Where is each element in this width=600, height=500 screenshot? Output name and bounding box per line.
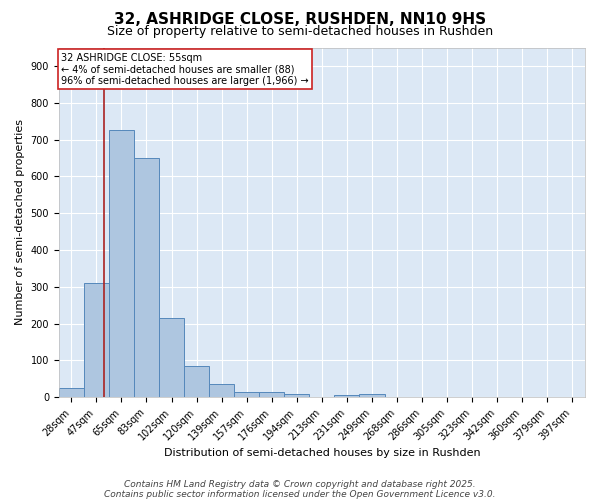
Text: Contains HM Land Registry data © Crown copyright and database right 2025.: Contains HM Land Registry data © Crown c…	[124, 480, 476, 489]
Bar	[209, 384, 234, 398]
Bar	[259, 392, 284, 398]
Y-axis label: Number of semi-detached properties: Number of semi-detached properties	[15, 120, 25, 326]
Bar	[234, 392, 259, 398]
Text: Size of property relative to semi-detached houses in Rushden: Size of property relative to semi-detach…	[107, 25, 493, 38]
Bar	[84, 283, 109, 398]
Text: 32 ASHRIDGE CLOSE: 55sqm
← 4% of semi-detached houses are smaller (88)
96% of se: 32 ASHRIDGE CLOSE: 55sqm ← 4% of semi-de…	[61, 52, 309, 86]
Bar	[359, 394, 385, 398]
Bar	[134, 158, 159, 398]
Bar	[109, 130, 134, 398]
Bar	[59, 388, 84, 398]
Text: 32, ASHRIDGE CLOSE, RUSHDEN, NN10 9HS: 32, ASHRIDGE CLOSE, RUSHDEN, NN10 9HS	[114, 12, 486, 28]
Bar	[284, 394, 310, 398]
Bar	[159, 318, 184, 398]
Bar	[184, 366, 209, 398]
Text: Contains public sector information licensed under the Open Government Licence v3: Contains public sector information licen…	[104, 490, 496, 499]
X-axis label: Distribution of semi-detached houses by size in Rushden: Distribution of semi-detached houses by …	[164, 448, 480, 458]
Bar	[334, 396, 359, 398]
